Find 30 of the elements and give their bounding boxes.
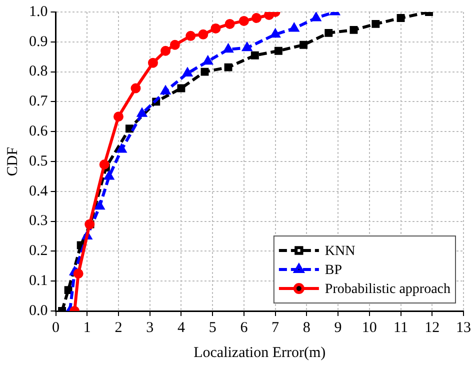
y-tick-label: 0.1 — [29, 273, 48, 290]
x-tick-label: 3 — [146, 320, 154, 336]
x-tick-label: 5 — [208, 320, 216, 336]
y-tick-label: 1.0 — [29, 4, 48, 20]
y-tick-label: 0.0 — [29, 302, 48, 319]
x-tick-label: 7 — [272, 320, 280, 336]
y-tick-label: 0.3 — [29, 213, 48, 230]
legend-label: BP — [324, 263, 342, 278]
y-tick-label: 0.7 — [29, 94, 48, 110]
x-tick-label: 12 — [424, 320, 440, 336]
x-tick-label: 8 — [302, 320, 310, 336]
x-tick-label: 0 — [52, 320, 60, 336]
x-tick-label: 13 — [456, 320, 471, 336]
x-tick-label: 2 — [114, 320, 122, 336]
x-axis-title: Localization Error(m) — [194, 344, 326, 361]
y-tick-label: 0.6 — [29, 124, 48, 140]
y-axis-title: CDF — [4, 146, 21, 176]
legend-label: Probabilistic approach — [324, 282, 450, 298]
x-tick-label: 9 — [334, 320, 342, 336]
y-tick-label: 0.9 — [29, 34, 48, 50]
y-tick-label: 0.5 — [29, 153, 48, 170]
x-tick-label: 6 — [240, 320, 248, 336]
x-tick-label: 1 — [83, 320, 91, 336]
y-tick-label: 0.4 — [29, 183, 48, 200]
y-tick-label: 0.2 — [29, 243, 48, 260]
x-tick-label: 4 — [177, 320, 186, 336]
x-tick-label: 11 — [394, 320, 408, 336]
legend-label: KNN — [324, 244, 356, 260]
x-tick-label: 10 — [362, 320, 377, 336]
y-tick-label: 0.8 — [29, 64, 48, 80]
